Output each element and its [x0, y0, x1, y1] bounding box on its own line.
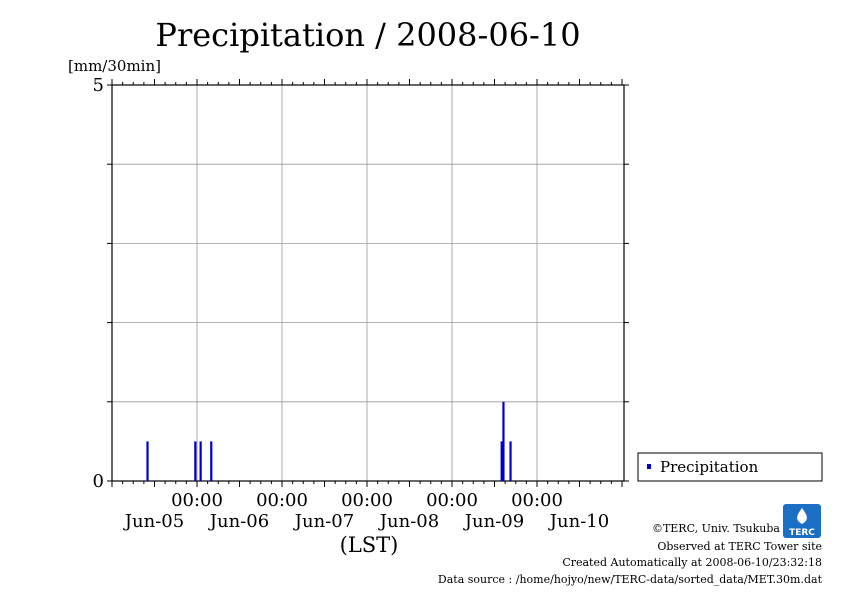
precipitation-bar [500, 441, 503, 481]
logo-text: TERC [789, 528, 815, 538]
legend: Precipitation [637, 452, 823, 482]
precipitation-bar [199, 441, 202, 481]
y-axis-unit: [mm/30min] [68, 57, 161, 75]
x-tick-date-label: Jun-06 [208, 511, 269, 532]
x-tick-time-label: 00:00 [171, 490, 223, 511]
credit-created: Created Automatically at 2008-06-10/23:3… [562, 556, 822, 569]
x-tick-date-label: Jun-07 [293, 511, 354, 532]
x-tick-time-label: 00:00 [511, 490, 563, 511]
x-tick-date-label: Jun-05 [123, 511, 184, 532]
credit-copyright: ©TERC, Univ. Tsukuba [652, 522, 780, 535]
precipitation-bar [502, 401, 505, 481]
precipitation-bar [146, 441, 149, 481]
chart-title: Precipitation / 2008-06-10 [155, 16, 580, 54]
terc-logo: TERC [783, 504, 821, 538]
x-tick-time-label: 00:00 [426, 490, 478, 511]
tick-labels: 0500:00Jun-0500:00Jun-0600:00Jun-0700:00… [93, 75, 610, 532]
x-tick-date-label: Jun-10 [548, 511, 609, 532]
legend-box [637, 452, 823, 482]
precipitation-bar [509, 441, 512, 481]
logo-drop [797, 508, 807, 524]
precipitation-bar [210, 441, 213, 481]
x-tick-date-label: Jun-09 [463, 511, 524, 532]
plot-frame [111, 84, 625, 482]
axis-ticks [107, 79, 629, 487]
legend-label: Precipitation [660, 458, 759, 476]
y-tick-label: 5 [93, 75, 104, 96]
precipitation-bars [146, 401, 512, 481]
x-axis-label: (LST) [340, 533, 399, 557]
precipitation-bar [194, 441, 197, 481]
legend-marker [647, 464, 651, 469]
x-tick-time-label: 00:00 [256, 490, 308, 511]
y-tick-label: 0 [93, 471, 104, 492]
grid-lines [112, 85, 624, 481]
credit-site: Observed at TERC Tower site [657, 540, 822, 553]
credit-source: Data source : /home/hojyo/new/TERC-data/… [438, 573, 823, 586]
x-tick-time-label: 00:00 [341, 490, 393, 511]
x-tick-date-label: Jun-08 [378, 511, 439, 532]
